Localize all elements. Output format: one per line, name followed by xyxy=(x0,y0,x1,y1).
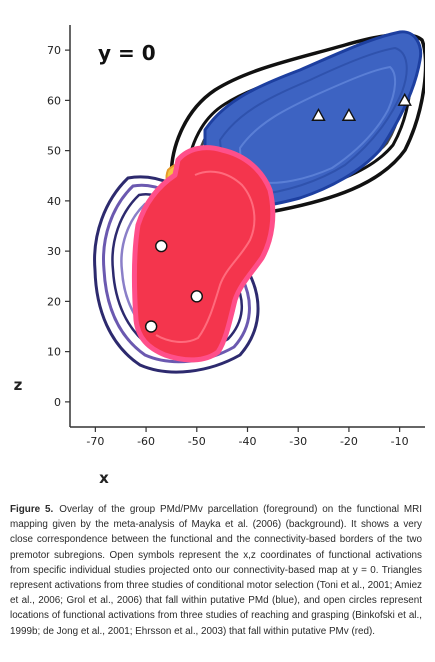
parcellation-regions xyxy=(131,30,423,363)
caption-text: Overlay of the group PMd/PMv parcellatio… xyxy=(10,504,423,637)
y-tick-label: 40 xyxy=(47,195,61,208)
x-axis-label: x xyxy=(99,469,109,487)
y-tick-label: 50 xyxy=(47,145,61,158)
pmv-activation-circle xyxy=(144,320,158,333)
y-tick-label: 20 xyxy=(47,295,61,308)
activation-markers xyxy=(144,92,412,333)
dorsal-contour-outer xyxy=(169,32,425,216)
y-tick-label: 30 xyxy=(47,245,61,258)
pmd-activation-triangle xyxy=(397,92,412,106)
x-tick-label: -60 xyxy=(137,435,155,448)
caption-label: Figure 5. xyxy=(10,504,54,515)
y-tick-label: 70 xyxy=(47,44,61,57)
pmv-activation-circle xyxy=(155,239,168,253)
y-ticks: 0 10 20 30 40 50 60 70 xyxy=(47,44,70,409)
pmd-activation-triangle xyxy=(341,108,357,121)
pmv-activation-circle xyxy=(190,290,203,303)
figure-caption: Figure 5. Overlay of the group PMd/PMv pa… xyxy=(10,502,422,639)
y-tick-label: 0 xyxy=(54,396,61,409)
x-tick-label: -40 xyxy=(239,435,257,448)
plane-annotation: y = 0 xyxy=(98,41,156,65)
x-tick-label: -30 xyxy=(289,435,307,448)
x-tick-label: -50 xyxy=(188,435,206,448)
pmv-region-red xyxy=(131,145,276,363)
y-tick-label: 10 xyxy=(47,346,61,359)
y-tick-label: 60 xyxy=(47,94,61,107)
z-axis-label: z xyxy=(14,376,23,394)
pmv-inner-contour xyxy=(155,170,256,343)
pmd-activation-triangle xyxy=(311,108,326,121)
x-tick-label: -20 xyxy=(340,435,358,448)
x-tick-label: -10 xyxy=(391,435,409,448)
x-tick-label: -70 xyxy=(86,435,104,448)
x-ticks: -70 -60 -50 -40 -30 -20 -10 xyxy=(86,427,409,448)
